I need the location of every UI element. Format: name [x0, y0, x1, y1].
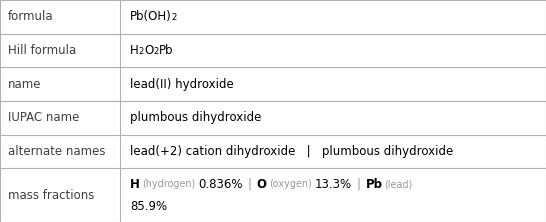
Text: 85.9%: 85.9% [130, 200, 167, 213]
Text: name: name [8, 78, 41, 91]
Text: 2: 2 [153, 47, 159, 56]
Text: plumbous dihydroxide: plumbous dihydroxide [130, 111, 262, 124]
Text: formula: formula [8, 10, 54, 23]
Text: |: | [357, 178, 360, 191]
Text: (oxygen): (oxygen) [269, 179, 311, 189]
Text: H: H [130, 178, 140, 191]
Text: (hydrogen): (hydrogen) [142, 179, 195, 189]
Text: Pb(OH): Pb(OH) [130, 10, 172, 23]
Text: mass fractions: mass fractions [8, 189, 94, 202]
Text: 0.836%: 0.836% [198, 178, 242, 191]
Text: lead(II) hydroxide: lead(II) hydroxide [130, 78, 234, 91]
Text: Pb: Pb [365, 178, 383, 191]
Text: Pb: Pb [159, 44, 173, 57]
Text: 13.3%: 13.3% [314, 178, 352, 191]
Text: alternate names: alternate names [8, 145, 105, 158]
Text: Hill formula: Hill formula [8, 44, 76, 57]
Text: (lead): (lead) [384, 179, 413, 189]
Text: O: O [257, 178, 266, 191]
Text: H: H [130, 44, 139, 57]
Text: |: | [248, 178, 252, 191]
Text: 2: 2 [172, 13, 177, 22]
Text: IUPAC name: IUPAC name [8, 111, 79, 124]
Text: 2: 2 [139, 47, 144, 56]
Text: O: O [144, 44, 153, 57]
Text: lead(+2) cation dihydroxide   |   plumbous dihydroxide: lead(+2) cation dihydroxide | plumbous d… [130, 145, 453, 158]
